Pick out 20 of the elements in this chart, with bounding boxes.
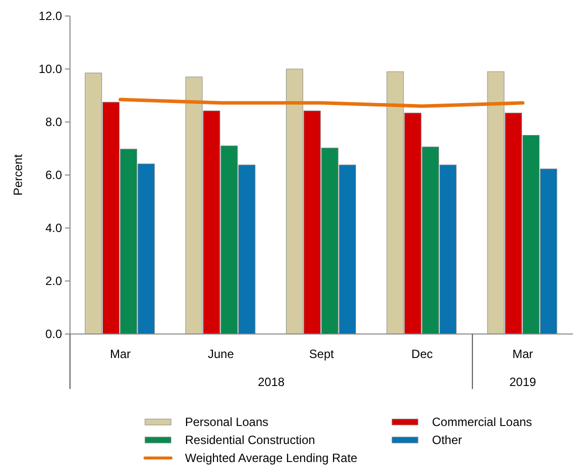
legend-label: Commercial Loans xyxy=(432,415,532,430)
x-tick-label: June xyxy=(208,347,234,361)
text: 2018 xyxy=(258,375,285,389)
y-tick-label: 0.0 xyxy=(45,327,62,342)
legend-label: Weighted Average Lending Rate xyxy=(185,451,358,465)
y-tick-label: 4.0 xyxy=(45,221,62,236)
legend-label: Residential Construction xyxy=(185,433,316,448)
y-tick-label: 10.0 xyxy=(38,62,62,76)
text: 2019 xyxy=(509,375,536,389)
legend-label: Personal Loans xyxy=(185,415,268,430)
y-tick-label: 2.0 xyxy=(45,274,62,288)
y-tick-label: 6.0 xyxy=(45,168,62,182)
y-axis-title: Percent xyxy=(11,154,25,196)
y-tick-label: 12.0 xyxy=(38,9,62,24)
x-tick-label: Sept xyxy=(309,347,335,361)
x-tick-label: Mar xyxy=(512,347,534,361)
y-tick-label: 8.0 xyxy=(45,115,62,130)
x-tick-label: Dec xyxy=(411,347,433,361)
x-tick-label: Mar xyxy=(110,347,131,361)
legend-label: Other xyxy=(432,433,462,448)
